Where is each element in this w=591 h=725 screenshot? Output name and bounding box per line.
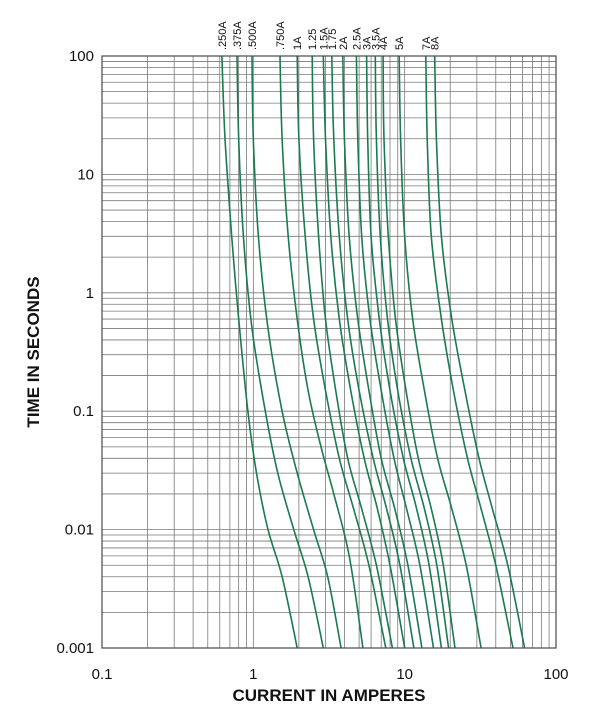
series-label: 5A xyxy=(394,36,406,50)
series-label: 3A xyxy=(362,36,374,50)
curve-1 xyxy=(236,55,325,649)
series-label: .750A xyxy=(275,21,287,50)
y-tick-label: 0.1 xyxy=(73,403,94,420)
x-axis-title: CURRENT IN AMPERES xyxy=(233,686,426,705)
x-tick-label: 0.1 xyxy=(92,666,113,683)
curve-3 xyxy=(279,55,364,649)
series-label: 1.75 xyxy=(327,29,339,50)
x-tick-label: 10 xyxy=(396,666,413,683)
series-label: 1.25 xyxy=(307,29,319,50)
series-label: 3.5A xyxy=(370,27,382,50)
series-label: .250A xyxy=(217,21,229,50)
curve-14 xyxy=(425,55,514,649)
labels: .250A .375A .500A .750A 1A 1.25 1.5A1.75 2A 2.5A… xyxy=(56,21,568,683)
curve-12 xyxy=(382,55,456,649)
y-tick-label: 10 xyxy=(77,166,94,183)
x-tick-label: 1 xyxy=(249,666,257,683)
series-label: 2.5A xyxy=(351,27,363,50)
curve-11 xyxy=(374,55,450,649)
curve-0 xyxy=(221,55,298,649)
curve-13 xyxy=(398,55,482,649)
y-tick-label: 1 xyxy=(86,285,94,302)
grid xyxy=(101,55,557,649)
curve-10 xyxy=(365,55,443,649)
plot-frame xyxy=(101,55,557,649)
curve-6 xyxy=(322,55,406,649)
y-tick-label: 0.01 xyxy=(65,522,94,539)
series-label: 8A xyxy=(430,36,442,50)
x-tick-label: 100 xyxy=(543,666,568,683)
y-tick-label: 0.001 xyxy=(56,640,94,657)
curve-8 xyxy=(342,55,423,649)
curve-9 xyxy=(355,55,435,649)
curve-4 xyxy=(296,55,387,649)
curve-2 xyxy=(251,55,342,649)
series-label: 2A xyxy=(338,36,350,50)
curve-7 xyxy=(331,55,415,649)
curve-15 xyxy=(433,55,526,649)
curves xyxy=(221,55,526,649)
series-label: 4A xyxy=(378,36,390,50)
curve-5 xyxy=(311,55,394,649)
series-label: 1.5A xyxy=(318,27,330,50)
y-tick-label: 100 xyxy=(69,48,94,65)
series-label: 7A xyxy=(421,36,433,50)
series-label: .375A xyxy=(232,21,244,50)
series-label: 1A xyxy=(292,36,304,50)
y-axis-title: TIME IN SECONDS xyxy=(24,276,43,427)
series-label: .500A xyxy=(247,21,259,50)
